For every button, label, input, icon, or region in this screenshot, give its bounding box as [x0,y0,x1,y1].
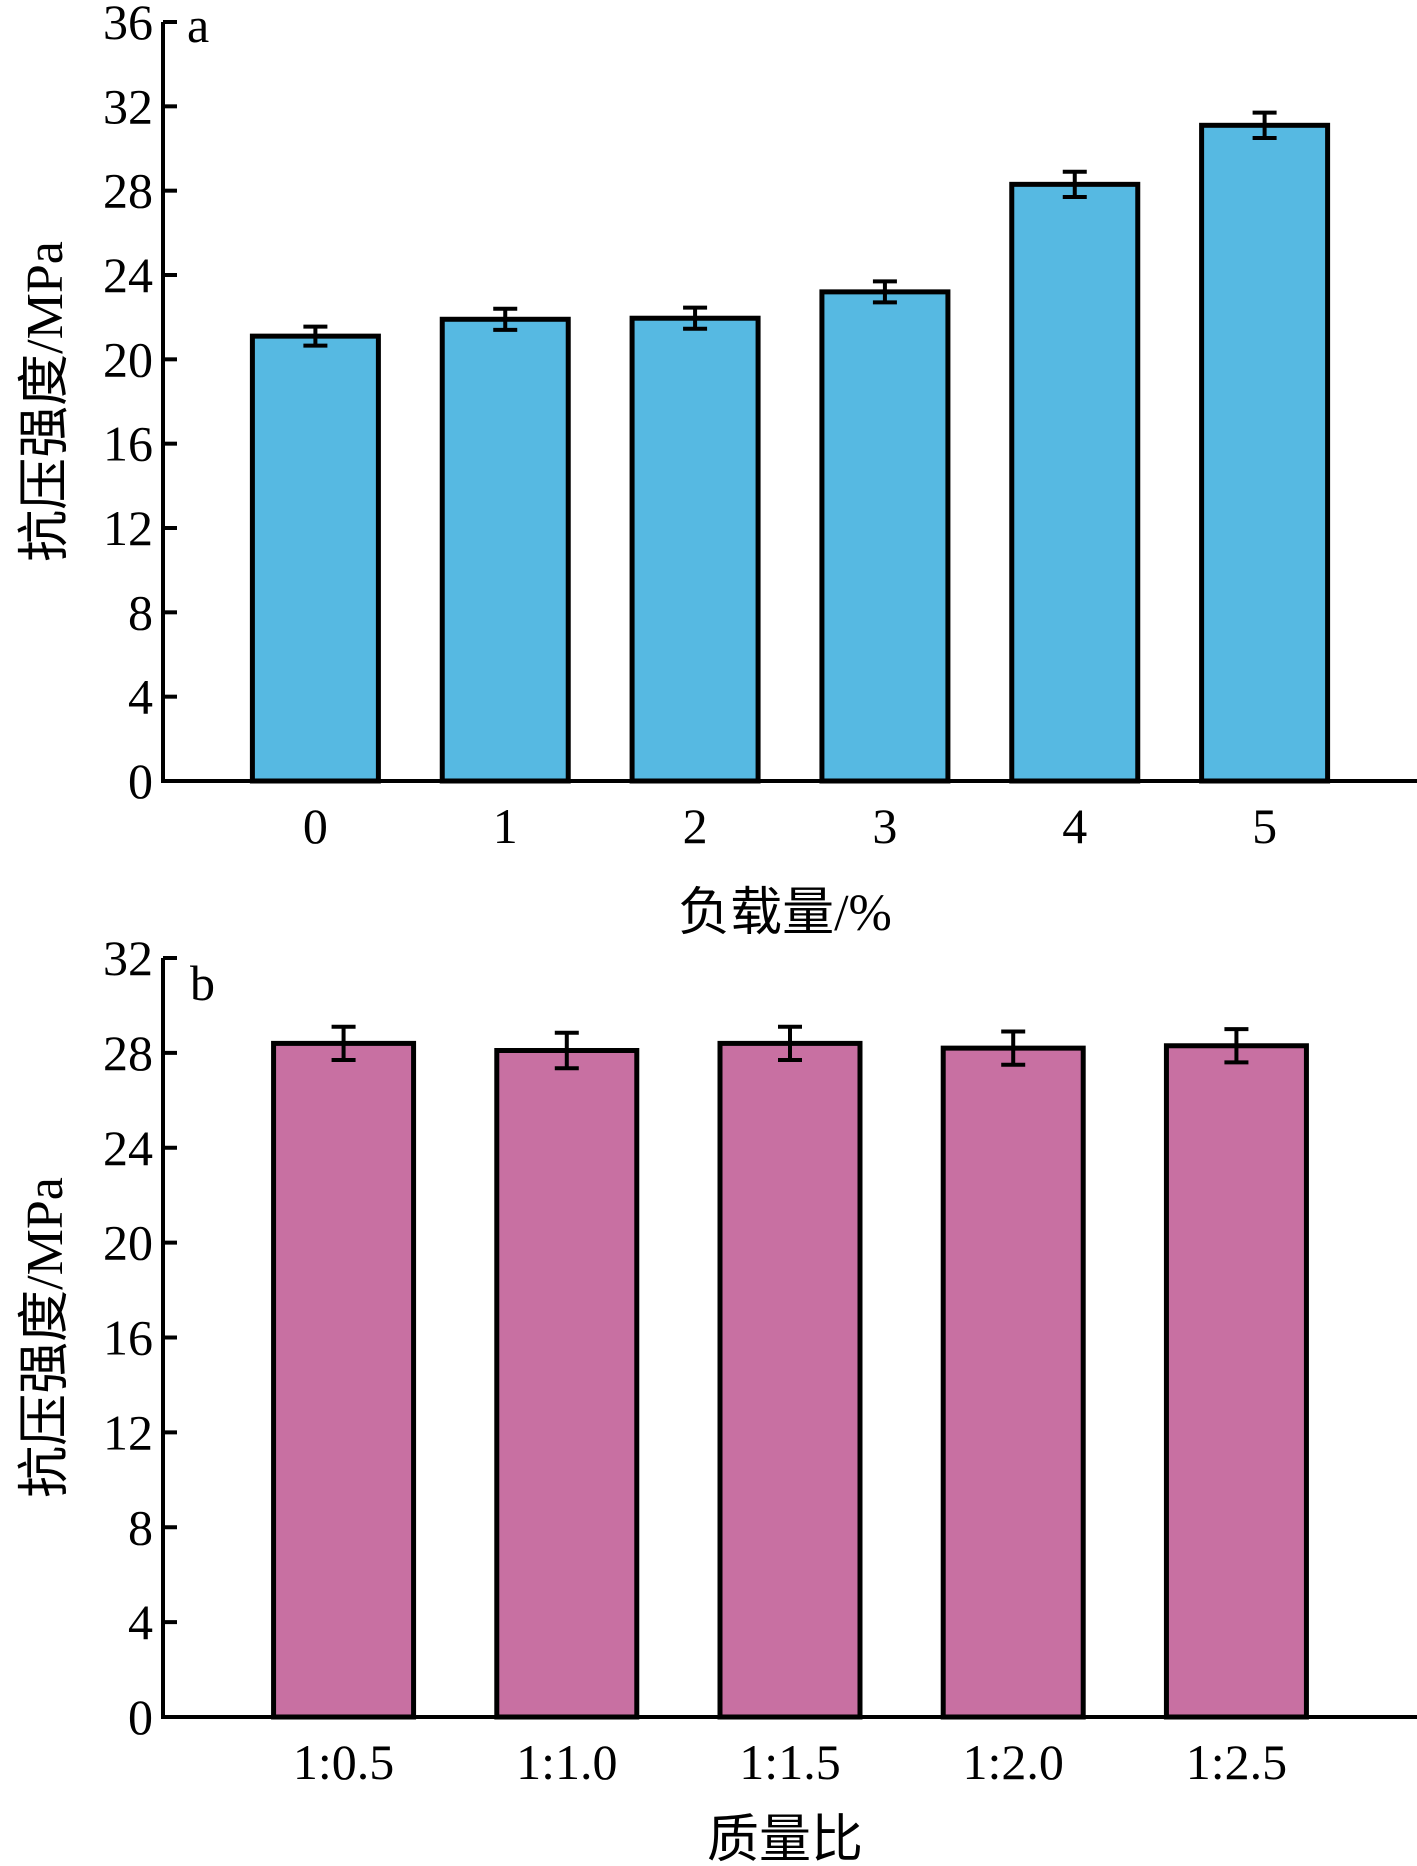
y-tick-label-b-4: 4 [128,1594,153,1650]
y-tick-label-a-0: 0 [128,753,153,809]
error-bar-a-0 [303,324,328,348]
y-axis-label-a: 抗压强度/MPa [17,241,74,562]
panel-label-b: b [190,955,215,1011]
bar-b-1:1.0 [494,1048,640,1720]
error-bar-a-2 [683,305,708,331]
error-bar-b-1:0.5 [331,1024,356,1062]
error-bar-b-1:1.5 [778,1024,802,1062]
error-bar-a-4 [1062,169,1087,199]
y-tick-label-b-12: 12 [103,1404,153,1460]
error-bar-b-1:1.0 [554,1030,579,1071]
bar-a-3 [819,289,951,784]
y-tick-label-a-36: 36 [103,0,153,50]
y-tick-label-a-4: 4 [128,669,153,725]
bar-a-2 [629,315,761,784]
y-tick-label-a-16: 16 [103,416,153,472]
y-tick-label-b-24: 24 [103,1120,153,1176]
bar-b-1:0.5 [271,1040,417,1720]
y-tick-label-b-16: 16 [103,1310,153,1366]
bar-b-1:1.5 [717,1040,863,1720]
x-tick-label-b-1:1.5: 1:1.5 [739,1734,840,1790]
x-tick-label-b-1:1.0: 1:1.0 [516,1734,617,1790]
x-axis-label-b: 质量比 [707,1812,863,1866]
x-tick-label-a-2: 2 [683,798,708,854]
x-tick-label-b-1:0.5: 1:0.5 [293,1734,394,1790]
error-bar-a-1 [493,306,518,332]
y-tick-label-a-8: 8 [128,584,153,640]
bar-a-1 [439,316,571,784]
error-bar-a-5 [1252,110,1277,140]
error-bar-b-1:2.0 [1001,1029,1026,1067]
y-tick-label-a-24: 24 [103,247,153,303]
panel-label-a: a [187,0,209,53]
bar-b-1:2.0 [940,1045,1086,1720]
y-tick-label-a-20: 20 [103,331,153,387]
bar-a-4 [1009,181,1141,784]
x-tick-label-a-5: 5 [1252,798,1277,854]
x-tick-label-a-3: 3 [872,798,897,854]
y-tick-label-a-32: 32 [103,78,153,134]
x-tick-label-a-1: 1 [493,798,518,854]
chart-panel-b: 0 4 8 12 16 20 24 28 32 1:0.5 1:1.0 1:1.5 1:2.0 1:2.5… [17,930,1417,1866]
x-axis-label-a: 负载量/% [678,885,892,942]
error-bar-b-1:2.5 [1224,1027,1249,1065]
y-tick-label-b-0: 0 [128,1689,153,1745]
y-tick-label-b-8: 8 [128,1499,153,1555]
y-tick-label-b-28: 28 [103,1025,153,1081]
x-tick-label-a-0: 0 [303,798,328,854]
x-tick-label-a-4: 4 [1062,798,1087,854]
x-tick-label-b-1:2.0: 1:2.0 [963,1734,1064,1790]
y-tick-label-b-32: 32 [103,930,153,986]
y-tick-label-b-20: 20 [103,1215,153,1271]
y-tick-label-a-28: 28 [103,163,153,219]
bar-a-0 [249,333,381,784]
y-tick-label-a-12: 12 [103,500,153,556]
x-tick-label-b-1:2.5: 1:2.5 [1186,1734,1287,1790]
y-axis-label-b: 抗压强度/MPa [17,1177,74,1498]
error-bar-a-3 [872,279,897,305]
bar-a-5 [1199,122,1331,784]
bar-b-1:2.5 [1163,1043,1309,1720]
